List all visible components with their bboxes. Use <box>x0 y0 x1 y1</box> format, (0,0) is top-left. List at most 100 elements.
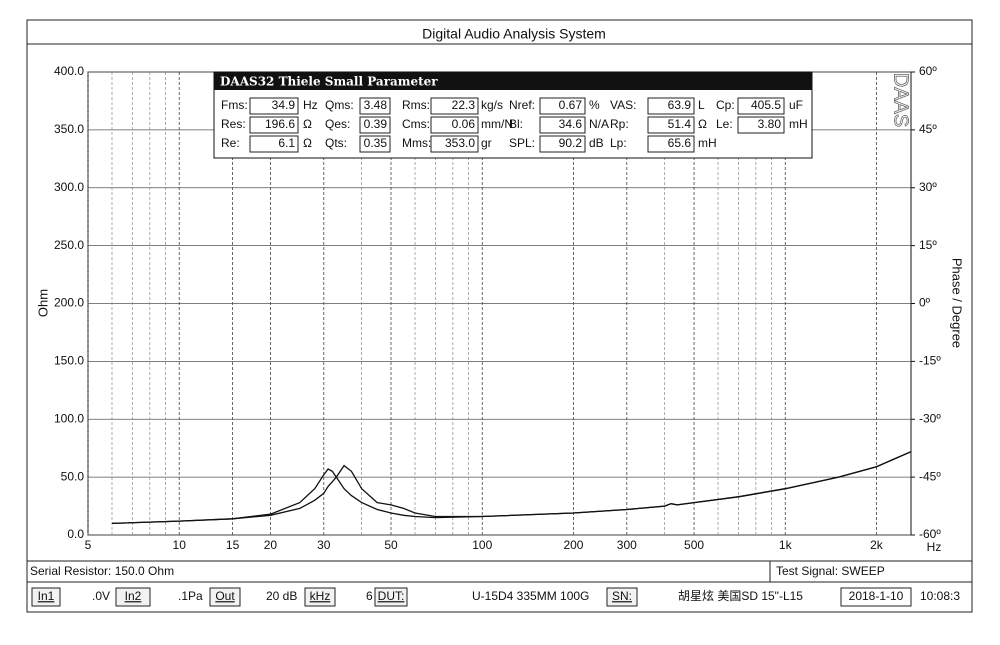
param-box <box>647 97 695 115</box>
param-value: 34.9 <box>272 98 296 112</box>
y2-tick-label: 0º <box>919 296 931 310</box>
in1-label[interactable]: In1 <box>38 589 55 603</box>
sn-button[interactable] <box>606 587 638 607</box>
param-value: 405.5 <box>751 98 781 112</box>
time: 10:08:3 <box>920 589 960 603</box>
param-box <box>430 135 479 153</box>
y-tick-label: 400.0 <box>54 64 84 78</box>
param-label: Cp: <box>716 98 735 112</box>
watermark: DAAS <box>890 73 912 127</box>
param-value: 6.1 <box>278 136 295 150</box>
ts-panel: DAAS32 Thiele Small Parameter Fms: 34.9 Hz… <box>213 71 813 159</box>
param-unit: uF <box>789 98 803 112</box>
param-value: 22.3 <box>452 98 476 112</box>
param-label: SPL: <box>509 136 535 150</box>
x-tick-label: 200 <box>563 538 583 552</box>
param-box <box>249 97 299 115</box>
x-tick-label: 2k <box>870 538 884 552</box>
khz-value: 6 <box>366 589 373 603</box>
y2-tick-label: 15º <box>919 238 937 252</box>
param-value: 63.9 <box>668 98 692 112</box>
param-value: 3.48 <box>364 98 388 112</box>
param-value: 90.2 <box>559 136 583 150</box>
in1-value: .0V <box>92 589 110 603</box>
out-button[interactable] <box>209 587 241 607</box>
sn-label: SN: <box>612 589 632 603</box>
khz-button[interactable] <box>304 587 336 607</box>
param-unit: mH <box>698 136 717 150</box>
x-tick-label: 5 <box>85 538 92 552</box>
y2-tick-label: -60º <box>919 527 941 541</box>
param-box <box>539 97 586 115</box>
param-value: 3.80 <box>758 117 782 131</box>
dut-button[interactable] <box>374 587 408 607</box>
test-signal: Test Signal: SWEEP <box>776 564 885 578</box>
dut-value: U-15D4 335MM 100G <box>472 589 589 603</box>
in1-button[interactable] <box>31 587 61 607</box>
in2-value: .1Pa <box>178 589 203 603</box>
param-value: 0.06 <box>452 117 476 131</box>
param-box <box>647 116 695 134</box>
param-unit: kg/s <box>481 98 503 112</box>
y-tick-label: 100.0 <box>54 411 84 425</box>
x-tick-label: 50 <box>384 538 398 552</box>
x-tick-label: 20 <box>264 538 278 552</box>
param-label: Rp: <box>610 117 629 131</box>
param-label: Fms: <box>221 98 248 112</box>
param-box <box>539 116 586 134</box>
param-label: Lp: <box>610 136 627 150</box>
x-tick-label: 30 <box>317 538 331 552</box>
out-label[interactable]: Out <box>215 589 235 603</box>
param-value: 353.0 <box>445 136 475 150</box>
param-label: Res: <box>221 117 246 131</box>
y-tick-label: 250.0 <box>54 238 84 252</box>
param-label: Nref: <box>509 98 535 112</box>
y2-tick-label: -30º <box>919 411 941 425</box>
param-label: Bl: <box>509 117 523 131</box>
param-label: Re: <box>221 136 240 150</box>
param-unit: Ω <box>698 117 707 131</box>
x-tick-label: 100 <box>472 538 492 552</box>
x-unit: Hz <box>927 540 942 554</box>
param-unit: mm/N <box>481 117 513 131</box>
y-tick-label: 350.0 <box>54 122 84 136</box>
window-title: Digital Audio Analysis System <box>422 26 606 42</box>
param-box <box>430 97 479 115</box>
param-box <box>737 97 785 115</box>
khz-label[interactable]: kHz <box>310 589 331 603</box>
dut-label: DUT: <box>378 589 405 603</box>
param-box <box>359 135 391 153</box>
param-unit: L <box>698 98 705 112</box>
param-label: Le: <box>716 117 733 131</box>
param-box <box>249 116 299 134</box>
param-box <box>430 116 479 134</box>
y2-tick-label: -45º <box>919 469 941 483</box>
param-box <box>539 135 586 153</box>
param-label: Qts: <box>325 136 347 150</box>
in2-label[interactable]: In2 <box>125 589 142 603</box>
param-value: 0.39 <box>364 117 388 131</box>
y-tick-label: 0.0 <box>67 527 84 541</box>
out-value: 20 dB <box>266 589 297 603</box>
y-axis-label: Ohm <box>35 289 50 317</box>
panel-title: DAAS32 Thiele Small Parameter <box>220 75 438 89</box>
y2-tick-label: -15º <box>919 354 941 368</box>
x-tick-label: 300 <box>617 538 637 552</box>
panel-titlebar <box>214 72 812 90</box>
param-label: Rms: <box>402 98 430 112</box>
param-value: 0.67 <box>559 98 583 112</box>
in2-button[interactable] <box>115 587 151 607</box>
param-value: 34.6 <box>559 117 583 131</box>
param-unit: gr <box>481 136 492 150</box>
param-unit: dB <box>589 136 604 150</box>
param-box <box>737 116 785 134</box>
y2-tick-label: 30º <box>919 180 937 194</box>
x-tick-label: 15 <box>226 538 240 552</box>
serial-resistor: Serial Resistor: 150.0 Ohm <box>30 564 174 578</box>
param-label: Qes: <box>325 117 350 131</box>
y2-tick-label: 45º <box>919 122 937 136</box>
date-box <box>840 587 912 607</box>
x-tick-label: 10 <box>173 538 187 552</box>
param-value: 65.6 <box>668 136 692 150</box>
